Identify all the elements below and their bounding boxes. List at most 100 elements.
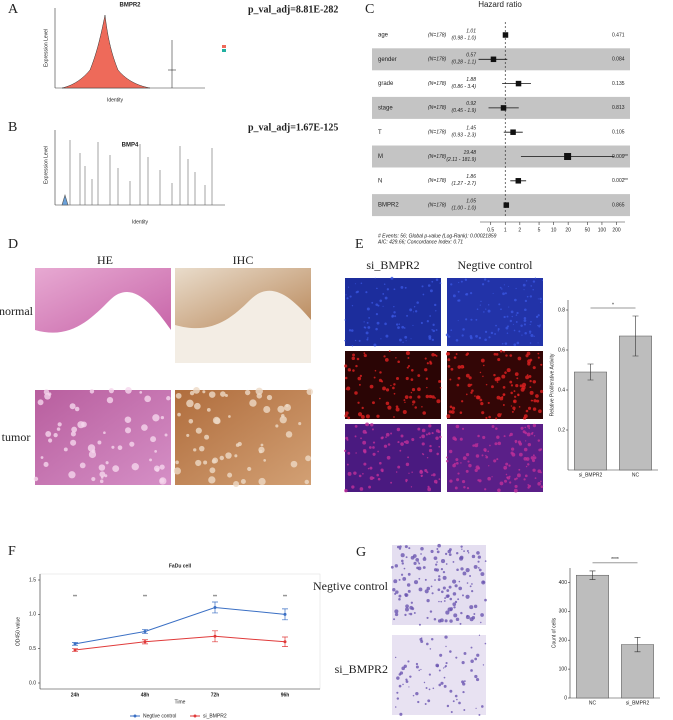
texture-dot	[467, 551, 470, 554]
texture-dot	[513, 395, 517, 398]
texture-dot	[516, 377, 519, 380]
texture-dot	[398, 323, 401, 325]
column-label: HE	[97, 253, 113, 267]
texture-dot	[433, 303, 437, 307]
texture-dot	[458, 580, 461, 583]
y-tick-label: 400	[559, 580, 568, 586]
texture-dot	[459, 622, 462, 625]
texture-dot	[414, 406, 417, 409]
texture-dot	[470, 391, 473, 394]
texture-dot	[475, 334, 478, 338]
texture-dot	[91, 449, 96, 454]
texture-dot	[368, 317, 370, 319]
texture-dot	[525, 440, 527, 442]
texture-dot	[345, 388, 348, 390]
texture-dot	[396, 697, 400, 700]
texture-dot	[377, 450, 379, 453]
texture-dot	[411, 388, 416, 392]
texture-dot	[438, 478, 441, 481]
texture-dot	[396, 427, 401, 432]
texture-dot	[465, 452, 470, 457]
texture-dot	[495, 324, 497, 327]
texture-dot	[380, 468, 384, 472]
texture-dot	[395, 590, 399, 594]
texture-dot	[458, 701, 461, 705]
texture-dot	[400, 553, 405, 558]
row-name: age	[378, 33, 389, 39]
texture-dot	[81, 421, 87, 428]
texture-dot	[421, 285, 424, 288]
texture-dot	[277, 405, 285, 413]
texture-dot	[434, 397, 436, 399]
texture-dot	[403, 567, 406, 570]
texture-dot	[450, 367, 454, 371]
texture-dot	[405, 351, 410, 356]
texture-dot	[492, 292, 494, 294]
texture-dot	[450, 410, 455, 414]
texture-dot	[517, 393, 520, 396]
texture-dot	[453, 613, 458, 618]
texture-dot	[454, 462, 456, 465]
hazard-ratio: 1.01	[466, 28, 476, 34]
texture-dot	[255, 387, 263, 396]
texture-dot	[480, 621, 482, 624]
texture-dot	[465, 568, 470, 573]
texture-dot	[512, 323, 514, 325]
hazard-ratio: 0.92	[466, 101, 476, 107]
texture-dot	[413, 306, 416, 308]
texture-dot	[173, 467, 181, 475]
texture-dot	[452, 463, 456, 468]
texture-dot	[520, 387, 525, 392]
x-tick-label: 24h	[71, 692, 80, 698]
texture-dot	[385, 334, 389, 338]
texture-dot	[396, 545, 400, 549]
texture-dot	[483, 311, 485, 313]
texture-dot	[376, 414, 380, 418]
texture-dot	[431, 432, 434, 435]
texture-dot	[422, 293, 425, 296]
texture-dot	[409, 675, 412, 678]
significance: ****	[611, 557, 619, 563]
texture-dot	[499, 349, 503, 353]
texture-dot	[445, 661, 448, 665]
texture-dot	[266, 394, 273, 401]
texture-dot	[98, 464, 106, 471]
x-tick-label: 48h	[141, 692, 150, 698]
texture-dot	[453, 606, 456, 609]
texture-dot	[144, 395, 152, 403]
texture-dot	[539, 324, 541, 326]
texture-dot	[403, 327, 406, 329]
texture-dot	[193, 448, 197, 452]
texture-dot	[501, 288, 503, 290]
texture-dot	[406, 314, 409, 317]
p-value: 0.002	[612, 178, 625, 184]
texture-dot	[376, 321, 380, 325]
x-tick-label: 10	[551, 227, 557, 233]
texture-dot	[537, 298, 539, 300]
texture-dot	[398, 578, 401, 581]
texture-dot	[360, 414, 365, 419]
texture-dot	[424, 578, 427, 581]
texture-dot	[530, 333, 534, 337]
texture-dot	[365, 414, 370, 419]
texture-dot	[524, 474, 528, 478]
panel-label: B	[8, 120, 17, 135]
row-name: gender	[378, 57, 397, 63]
legend-swatch	[222, 45, 226, 48]
texture-dot	[444, 552, 448, 556]
texture-dot	[408, 686, 410, 688]
texture-dot	[483, 278, 487, 281]
series-line	[74, 606, 286, 645]
texture-dot	[384, 322, 387, 326]
texture-dot	[496, 395, 501, 400]
texture-dot	[366, 307, 370, 311]
texture-dot	[395, 407, 400, 412]
texture-dot	[496, 376, 501, 381]
texture-dot	[349, 295, 352, 298]
error-bar	[632, 315, 639, 357]
y-tick-label: 0.0	[29, 680, 36, 686]
texture-dot	[234, 454, 238, 458]
texture-dot	[417, 700, 420, 704]
texture-dot	[413, 580, 419, 585]
texture-dot	[386, 455, 391, 460]
